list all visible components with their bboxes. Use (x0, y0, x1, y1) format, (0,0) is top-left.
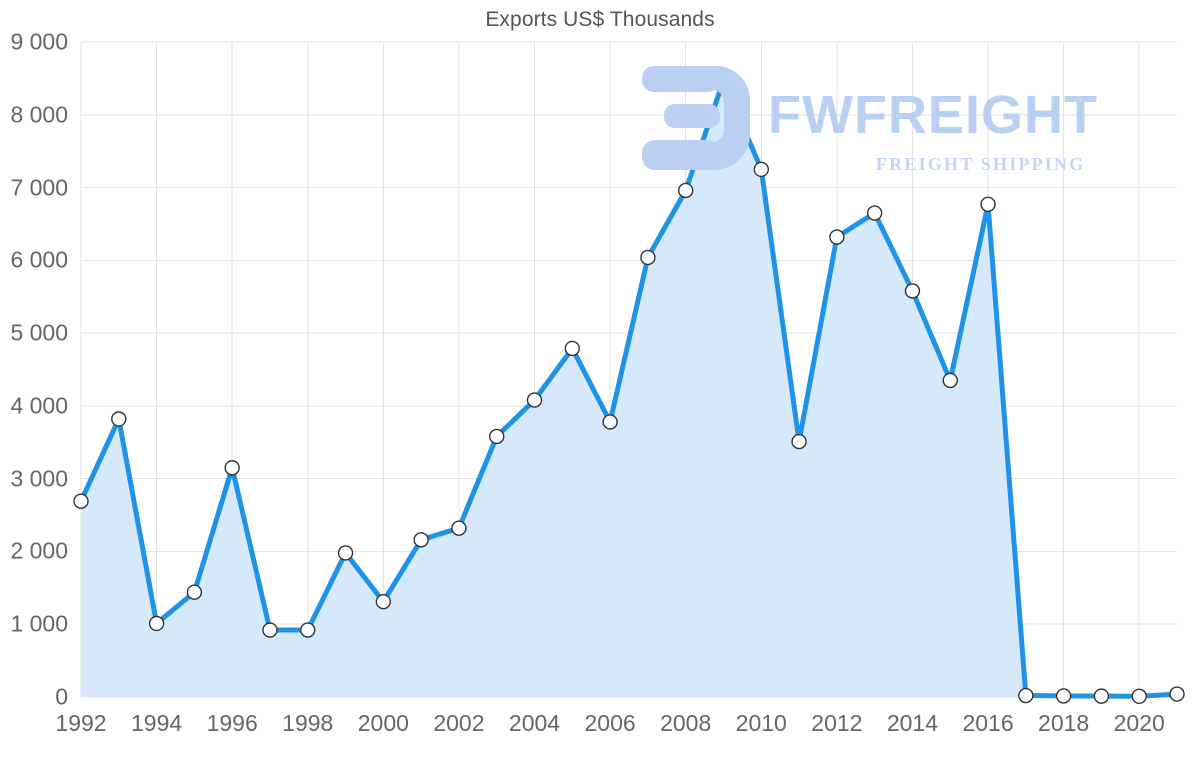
y-axis-tick-label: 0 (55, 683, 68, 710)
data-point-marker (942, 372, 958, 389)
x-axis-tick-label: 2014 (886, 710, 939, 736)
data-point-marker (337, 545, 354, 561)
data-point-marker (73, 493, 89, 509)
data-point-marker (1093, 688, 1110, 704)
data-point-marker (489, 428, 505, 445)
data-point-marker (904, 283, 921, 299)
x-axis-tick-label: 2018 (1038, 710, 1090, 736)
data-point-marker (375, 593, 392, 610)
x-axis-tick-label: 2010 (735, 710, 787, 736)
data-point-marker (866, 205, 883, 221)
data-point-marker (186, 584, 203, 600)
x-axis-tick-label: 1994 (130, 710, 183, 736)
data-point-marker (1018, 687, 1034, 704)
data-point-marker (791, 433, 807, 450)
x-axis-tick-label: 1996 (206, 710, 258, 736)
x-axis-tick-label: 1992 (55, 710, 107, 736)
data-point-marker (224, 460, 240, 476)
y-axis-tick-label: 8 000 (10, 101, 68, 128)
data-point-markers (73, 72, 1185, 704)
data-point-marker (451, 520, 467, 536)
x-axis-tick-label: 2002 (433, 710, 485, 736)
y-axis-tick-label: 2 000 (10, 537, 68, 564)
area-fill (81, 80, 1177, 697)
data-point-marker (980, 196, 996, 212)
data-point-marker (753, 161, 769, 178)
x-axis-tick-label: 2006 (584, 710, 636, 736)
data-point-marker (262, 622, 278, 638)
y-axis-tick-label: 3 000 (10, 465, 68, 492)
x-axis-tick-label: 1998 (282, 710, 334, 736)
x-axis-tick-label: 2000 (357, 710, 409, 736)
data-point-marker (677, 182, 694, 199)
data-point-marker (829, 229, 845, 245)
data-point-marker (564, 340, 581, 357)
x-axis-tick-label: 2008 (660, 710, 712, 736)
data-point-marker (640, 249, 656, 266)
y-axis-tick-label: 9 000 (10, 28, 68, 55)
data-point-marker (1169, 686, 1185, 702)
data-point-marker (1131, 688, 1147, 704)
data-point-marker (413, 532, 429, 548)
data-point-marker (300, 622, 316, 638)
data-line (78, 78, 1180, 699)
data-point-marker (148, 615, 165, 632)
data-point-marker (526, 392, 543, 408)
data-point-marker (602, 414, 618, 430)
data-point-marker (715, 72, 732, 89)
data-point-marker (1055, 688, 1072, 704)
x-axis-tick-label: 2016 (962, 710, 1014, 736)
y-axis-tick-label: 6 000 (10, 246, 68, 273)
y-axis-tick-label: 5 000 (10, 319, 68, 346)
y-axis-tick-label: 4 000 (10, 392, 68, 419)
y-axis-tick-label: 7 000 (10, 174, 68, 201)
x-axis-tick-label: 2020 (1113, 710, 1165, 736)
x-axis-tick-label: 2012 (811, 710, 863, 736)
chart-title: Exports US$ Thousands (485, 8, 715, 31)
data-point-marker (111, 411, 127, 427)
x-axis-tick-label: 2004 (508, 710, 561, 736)
y-axis-tick-label: 1 000 (10, 610, 68, 637)
